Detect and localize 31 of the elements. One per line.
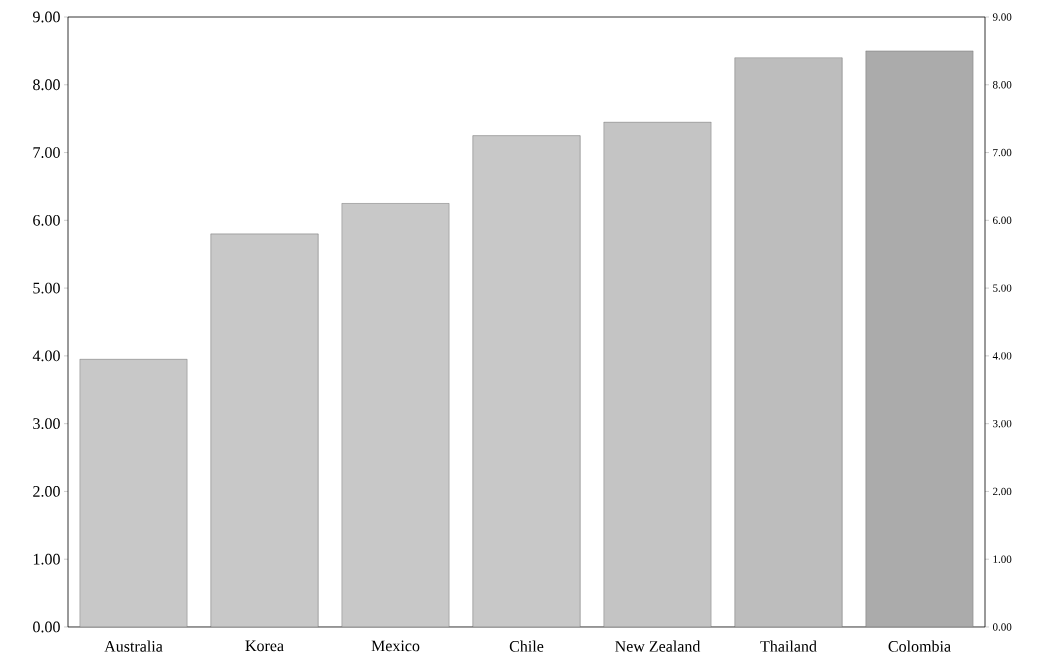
- y2-tick-label: 4.00: [992, 352, 1012, 360]
- y2-tick-label: 1.00: [993, 555, 1012, 563]
- y2-tick-label: 8.00: [992, 81, 1012, 89]
- bar: [865, 50, 974, 627]
- y2-tick-label: 9.00: [992, 13, 1012, 21]
- x-tick-label: Thailand: [760, 640, 817, 652]
- x-tick-label: New Zealand: [615, 640, 701, 652]
- y-tick-label: 2.00: [33, 486, 60, 497]
- y-tick-label: 3.00: [33, 418, 60, 430]
- y-tick-label: 4.00: [32, 350, 60, 362]
- y-tick-label: 5.00: [33, 282, 60, 294]
- bar: [341, 203, 450, 627]
- y-tick-label: 1.00: [33, 553, 60, 565]
- bar: [79, 359, 188, 627]
- x-tick-label: Colombia: [888, 640, 951, 652]
- y-tick-label: 8.00: [33, 79, 60, 91]
- y-tick-label: 7.00: [33, 147, 60, 158]
- x-tick-label: Australia: [104, 640, 163, 652]
- y-tick-label: 9.00: [32, 11, 60, 23]
- y2-tick-label: 0.00: [992, 623, 1012, 631]
- y-tick-label: 6.00: [33, 214, 60, 226]
- x-tick-label: Korea: [245, 640, 284, 652]
- y2-tick-label: 6.00: [993, 216, 1012, 225]
- x-tick-label: Mexico: [371, 640, 420, 652]
- y2-tick-label: 2.00: [993, 487, 1012, 496]
- x-tick-label: Chile: [509, 640, 544, 652]
- bar: [603, 121, 712, 627]
- y2-tick-label: 7.00: [993, 148, 1012, 157]
- y2-tick-label: 3.00: [993, 419, 1012, 428]
- y-tick-label: 0.00: [33, 621, 60, 633]
- y2-tick-label: 5.00: [993, 284, 1012, 292]
